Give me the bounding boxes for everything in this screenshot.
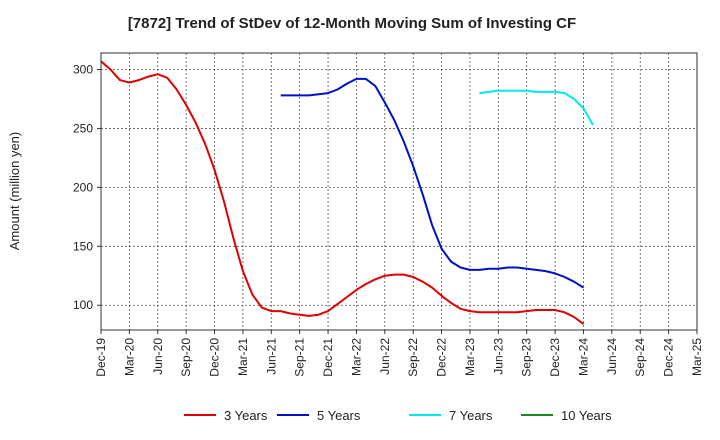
x-tick-label: Jun-24 — [605, 338, 619, 375]
x-tick-label: Mar-25 — [690, 338, 704, 376]
y-tick-label: 200 — [73, 180, 93, 194]
y-axis-ticks: 100 150 200 250 300 — [73, 63, 101, 312]
x-tick-label: Jun-20 — [151, 338, 165, 375]
legend: 3 Years 5 Years 7 Years 10 Years — [184, 408, 612, 423]
y-axis-label: Amount (million yen) — [7, 132, 22, 251]
x-tick-label: Mar-23 — [463, 338, 477, 376]
y-tick-label: 300 — [73, 63, 93, 77]
series-lines — [100, 60, 594, 325]
y-tick-label: 150 — [73, 239, 93, 253]
y-tick-label: 100 — [73, 298, 93, 312]
x-tick-label: Dec-21 — [321, 338, 335, 377]
x-axis-ticks: Dec-19 Mar-20 Jun-20 Sep-20 Dec-20 Mar-21 Jun-… — [94, 330, 704, 377]
x-tick-label: Sep-24 — [633, 338, 647, 377]
series-line-7-years — [479, 89, 594, 126]
x-tick-label: Jun-21 — [264, 338, 278, 375]
x-tick-label: Sep-20 — [179, 338, 193, 377]
legend-label: 3 Years — [224, 408, 268, 423]
legend-label: 7 Years — [449, 408, 493, 423]
x-tick-label: Jun-22 — [378, 338, 392, 375]
x-tick-label: Mar-20 — [122, 338, 136, 376]
x-tick-label: Sep-22 — [406, 338, 420, 377]
x-tick-label: Sep-23 — [520, 338, 534, 377]
series-line-3-years — [100, 60, 585, 325]
plot-frame — [100, 52, 698, 331]
x-tick-label: Jun-23 — [491, 338, 505, 375]
x-tick-label: Dec-24 — [662, 338, 676, 377]
x-tick-label: Mar-21 — [236, 338, 250, 376]
legend-label: 5 Years — [317, 408, 361, 423]
x-tick-label: Dec-22 — [435, 338, 449, 377]
x-tick-label: Mar-22 — [349, 338, 363, 376]
x-tick-label: Dec-19 — [94, 338, 108, 377]
x-tick-label: Mar-24 — [576, 338, 590, 376]
y-tick-label: 250 — [73, 121, 93, 135]
gridlines — [100, 53, 698, 330]
chart-title: [7872] Trend of StDev of 12-Month Moving… — [128, 15, 576, 32]
x-tick-label: Dec-20 — [208, 338, 222, 377]
legend-label: 10 Years — [561, 408, 612, 423]
x-tick-label: Sep-21 — [293, 338, 307, 377]
x-tick-label: Dec-23 — [548, 338, 562, 377]
series-line-5-years — [280, 77, 585, 289]
